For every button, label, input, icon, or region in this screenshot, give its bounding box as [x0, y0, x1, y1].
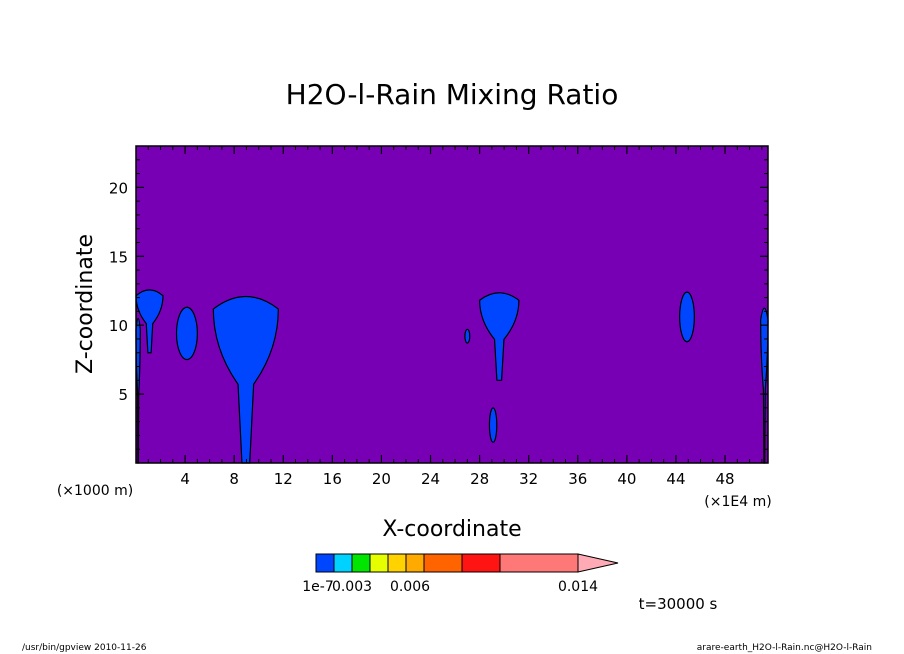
colorbar-label: 1e-7 — [302, 579, 333, 595]
x-tick-label: 12 — [274, 470, 293, 488]
colorbar-label: 0.006 — [390, 579, 430, 595]
y-axis-label: Z-coordinate — [73, 234, 98, 374]
rain-region-cell-near-29.5 — [479, 292, 520, 381]
x-scale-note: (×1E4 m) — [704, 494, 771, 510]
colorbar-label: 0.014 — [558, 579, 598, 595]
colorbar-segment — [405, 553, 425, 573]
colorbar-segment — [499, 553, 579, 573]
y-tick-label: 15 — [109, 248, 128, 266]
y-axis: 5 10 15 20 — [109, 159, 768, 450]
y-tick-label: 10 — [109, 317, 128, 335]
x-tick-label: 40 — [617, 470, 636, 488]
x-tick-label: 4 — [180, 470, 190, 488]
x-axis-label: X-coordinate — [382, 517, 521, 542]
colorbar-label: 0.003 — [332, 579, 372, 595]
x-tick-label: 16 — [323, 470, 342, 488]
colorbar-segment — [369, 553, 389, 573]
footer-right: arare-earth_H2O-l-Rain.nc@H2O-l-Rain — [696, 643, 872, 653]
x-tick-label: 28 — [470, 470, 489, 488]
rain-region-cell-near-4.3 — [175, 306, 198, 361]
footer-left: /usr/bin/gpview 2010-11-26 — [22, 643, 147, 653]
rain-region-main-shaft-near-8 — [212, 296, 279, 464]
colorbar-segment — [461, 553, 501, 573]
colorbar-segment — [333, 553, 353, 573]
colorbar: 1e-70.003 0.006 0.014 — [302, 553, 619, 595]
x-unit-note: (×1000 m) — [57, 483, 133, 499]
rain-region-low-streak-near-29 — [488, 407, 498, 443]
x-tick-label: 32 — [519, 470, 538, 488]
x-tick-label: 20 — [372, 470, 391, 488]
rain-region-isolated-near-27 — [464, 328, 471, 344]
colorbar-segment — [315, 553, 335, 573]
rain-region-cell-near-45 — [679, 291, 695, 343]
plot-frame — [135, 145, 769, 464]
colorbar-segment — [423, 553, 463, 573]
chart-title: H2O-l-Rain Mixing Ratio — [286, 78, 619, 111]
x-tick-label: 44 — [666, 470, 685, 488]
x-tick-label: 8 — [229, 470, 239, 488]
colorbar-segment — [387, 553, 407, 573]
colorbar-arrow — [577, 553, 619, 573]
y-tick-label: 5 — [118, 386, 128, 404]
x-tick-label: 36 — [568, 470, 587, 488]
x-tick-label: 24 — [421, 470, 440, 488]
y-tick-label: 20 — [109, 179, 128, 197]
rain-region-edge-right-column — [760, 307, 769, 464]
x-axis: 4 8 12 16 20 24 28 32 36 40 44 48 — [147, 146, 763, 488]
plot-area — [135, 145, 769, 464]
time-label: t=30000 s — [639, 595, 718, 613]
x-tick-label: 48 — [716, 470, 735, 488]
colorbar-segment — [351, 553, 371, 573]
